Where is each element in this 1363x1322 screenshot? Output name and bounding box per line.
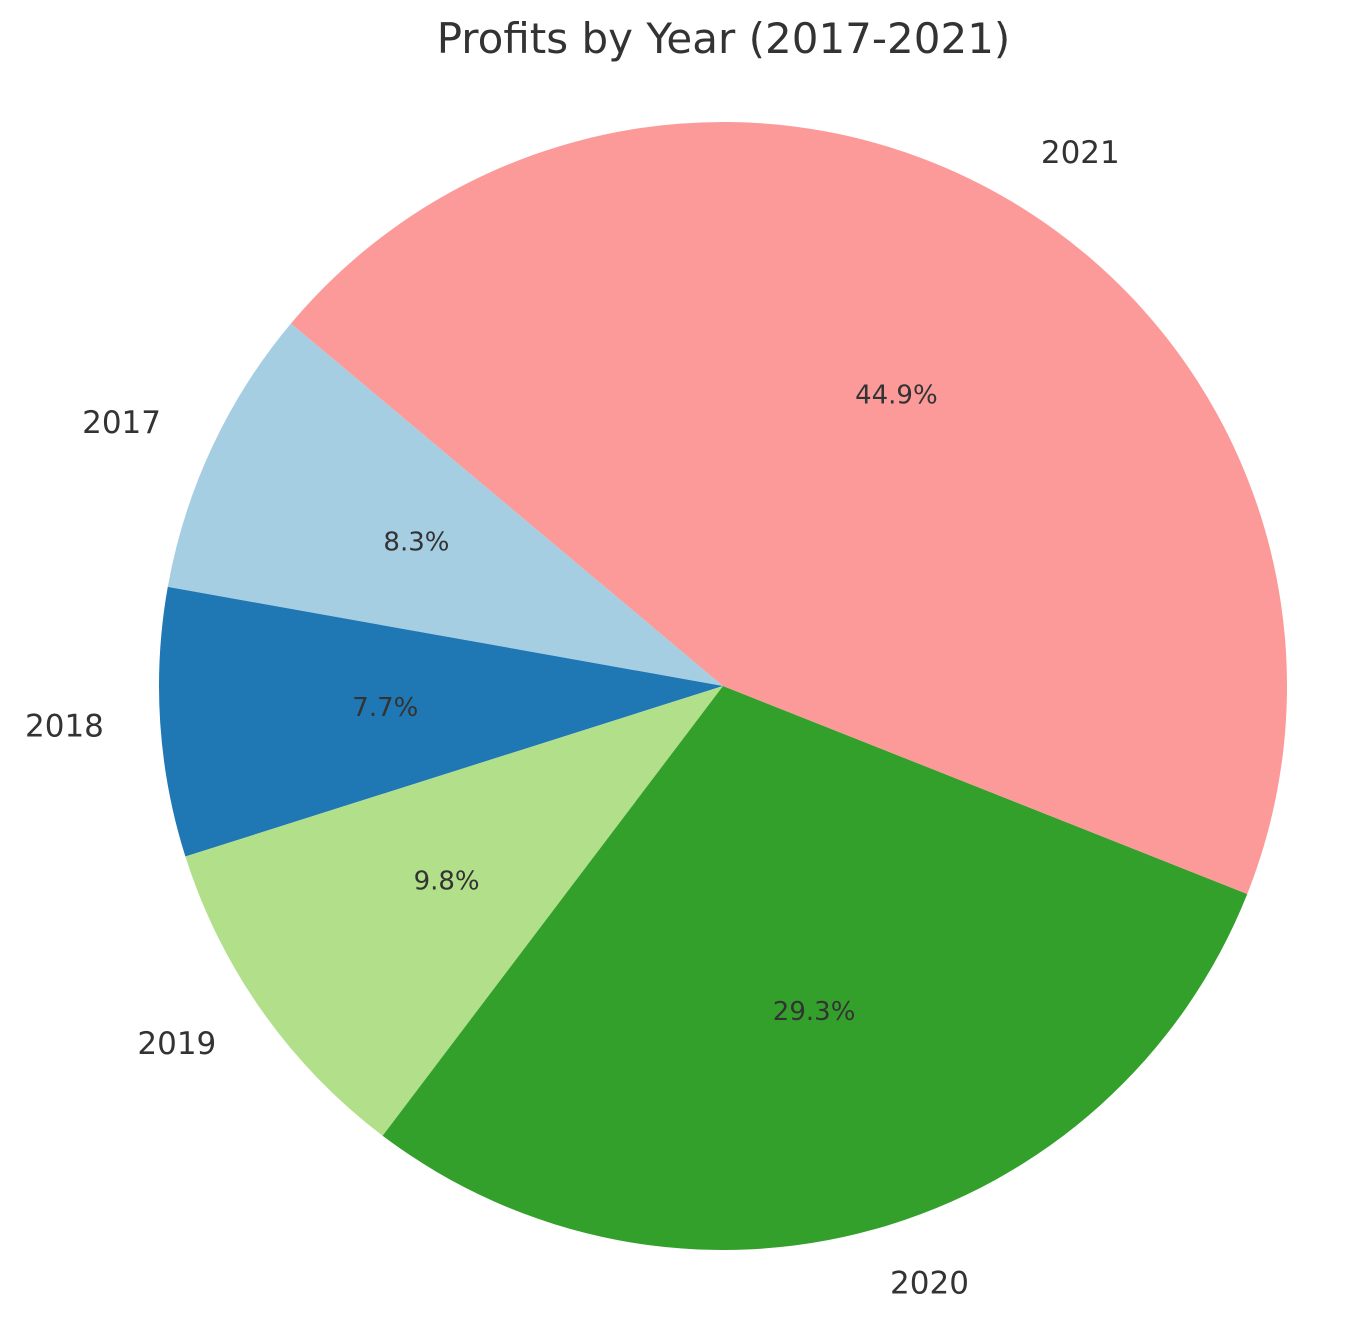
slice-percent-label: 44.9% xyxy=(855,380,938,410)
slice-percent-label: 8.3% xyxy=(383,528,449,558)
slice-percent-label: 7.7% xyxy=(352,693,418,723)
slice-category-label: 2017 xyxy=(82,405,161,441)
pie-slice-2019 xyxy=(185,686,724,1136)
pie-slice-2020 xyxy=(382,686,1248,1250)
slice-category-label: 2020 xyxy=(890,1265,969,1301)
slice-category-label: 2018 xyxy=(25,708,104,744)
slice-percent-label: 9.8% xyxy=(414,866,480,896)
pie-slice-2017 xyxy=(167,323,723,686)
chart-title: Profits by Year (2017-2021) xyxy=(436,14,1011,63)
slice-category-label: 2019 xyxy=(137,1026,216,1062)
slice-category-label: 2021 xyxy=(1041,135,1120,171)
pie-slice-2021 xyxy=(290,122,1287,894)
pie-slice-2018 xyxy=(159,586,724,857)
slice-percent-label: 29.3% xyxy=(773,997,856,1027)
